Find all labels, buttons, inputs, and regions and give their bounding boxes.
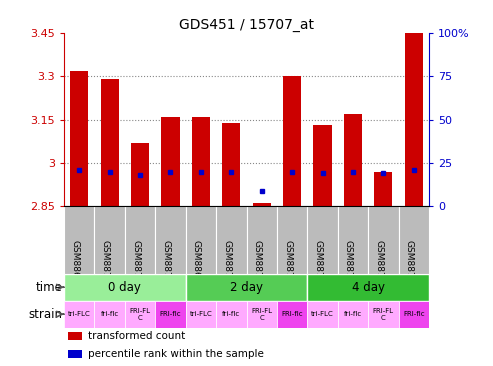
Bar xyxy=(246,301,277,328)
Bar xyxy=(186,274,307,301)
Title: GDS451 / 15707_at: GDS451 / 15707_at xyxy=(179,18,314,32)
Bar xyxy=(307,274,429,301)
Bar xyxy=(307,206,338,274)
Bar xyxy=(125,206,155,274)
Text: fri-flc: fri-flc xyxy=(101,311,119,317)
Text: GSM8870: GSM8870 xyxy=(314,240,322,284)
Bar xyxy=(405,33,423,206)
Bar xyxy=(161,117,179,206)
Bar xyxy=(186,301,216,328)
Text: FRI-flc: FRI-flc xyxy=(403,311,424,317)
Text: percentile rank within the sample: percentile rank within the sample xyxy=(88,349,264,359)
Text: tri-FLC: tri-FLC xyxy=(189,311,212,317)
Bar xyxy=(216,206,246,274)
Bar xyxy=(64,274,186,301)
Bar xyxy=(277,206,307,274)
Bar xyxy=(338,206,368,274)
Bar xyxy=(368,301,398,328)
Text: FRI-FL
C: FRI-FL C xyxy=(130,308,151,321)
Bar xyxy=(95,206,125,274)
Bar xyxy=(131,143,149,206)
Bar xyxy=(70,71,88,206)
Bar xyxy=(64,206,95,274)
Bar xyxy=(155,206,186,274)
Bar xyxy=(283,76,301,206)
Text: fri-flc: fri-flc xyxy=(222,311,241,317)
Bar xyxy=(344,114,362,206)
Bar xyxy=(277,301,307,328)
Text: tri-FLC: tri-FLC xyxy=(311,311,334,317)
Bar xyxy=(252,203,271,206)
Text: GSM8874: GSM8874 xyxy=(131,240,140,283)
Bar xyxy=(216,301,246,328)
Bar xyxy=(95,301,125,328)
Bar xyxy=(398,206,429,274)
Bar xyxy=(68,350,82,358)
Text: GSM8877: GSM8877 xyxy=(162,240,171,284)
Bar xyxy=(338,301,368,328)
Bar xyxy=(186,206,216,274)
Bar xyxy=(368,206,398,274)
Text: GSM8872: GSM8872 xyxy=(222,240,231,283)
Text: FRI-FL
C: FRI-FL C xyxy=(373,308,394,321)
Text: FRI-FL
C: FRI-FL C xyxy=(251,308,272,321)
Text: FRI-flc: FRI-flc xyxy=(282,311,303,317)
Text: GSM8873: GSM8873 xyxy=(344,240,353,284)
Bar xyxy=(64,301,95,328)
Text: tri-FLC: tri-FLC xyxy=(68,311,91,317)
Bar xyxy=(101,79,119,206)
Text: GSM8878: GSM8878 xyxy=(283,240,292,284)
Bar xyxy=(374,172,392,206)
Text: strain: strain xyxy=(29,308,63,321)
Text: GSM8871: GSM8871 xyxy=(101,240,109,284)
Text: fri-flc: fri-flc xyxy=(344,311,362,317)
Text: transformed count: transformed count xyxy=(88,331,185,341)
Text: GSM8879: GSM8879 xyxy=(405,240,414,284)
Text: GSM8868: GSM8868 xyxy=(70,240,79,284)
Bar xyxy=(246,206,277,274)
Bar xyxy=(307,301,338,328)
Bar xyxy=(125,301,155,328)
Text: GSM8869: GSM8869 xyxy=(192,240,201,284)
Bar xyxy=(68,332,82,340)
Text: 4 day: 4 day xyxy=(352,281,385,294)
Bar xyxy=(192,117,210,206)
Text: FRI-flc: FRI-flc xyxy=(160,311,181,317)
Bar xyxy=(398,301,429,328)
Text: time: time xyxy=(35,281,63,294)
Bar xyxy=(314,126,332,206)
Text: GSM8875: GSM8875 xyxy=(253,240,262,284)
Text: 2 day: 2 day xyxy=(230,281,263,294)
Bar xyxy=(155,301,186,328)
Text: 0 day: 0 day xyxy=(108,281,141,294)
Text: GSM8876: GSM8876 xyxy=(374,240,384,284)
Bar xyxy=(222,123,241,206)
